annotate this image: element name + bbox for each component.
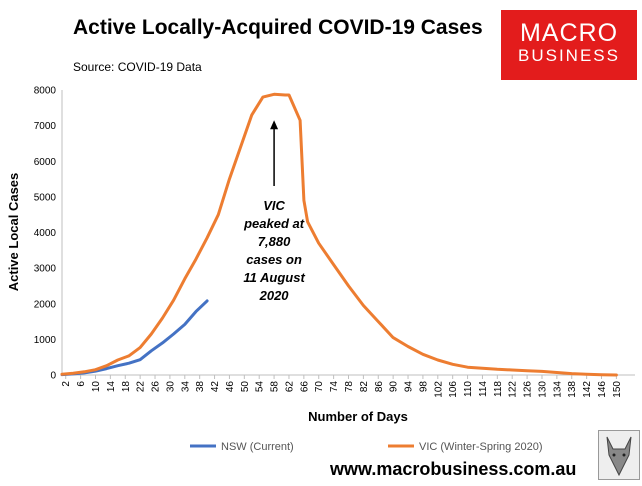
x-tick-label: 14	[106, 381, 117, 393]
x-tick-label: 62	[284, 381, 295, 393]
x-tick-label: 58	[270, 381, 281, 393]
x-tick-label: 102	[433, 381, 444, 398]
x-tick-label: 10	[91, 381, 102, 393]
x-tick-label: 106	[448, 381, 459, 398]
x-axis-ticks: 2 6 10 14 18 22 26 30 34 38 42 46 50 54 58 62 66 70 74 78 82…	[61, 375, 623, 398]
y-tick-label: 3000	[34, 264, 57, 275]
annotation-text-line: peaked at	[243, 216, 305, 231]
chart-axes	[61, 90, 635, 376]
annotation-text-line: 7,880	[258, 234, 291, 249]
x-tick-label: 138	[567, 381, 578, 398]
chart-series	[60, 92, 618, 377]
logo-line1: MACRO	[519, 19, 619, 47]
legend-label: VIC (Winter-Spring 2020)	[419, 441, 543, 453]
x-tick-label: 86	[374, 381, 385, 393]
annotation-text-line: VIC	[263, 198, 285, 213]
annotation-text-line: cases on	[246, 252, 302, 267]
x-tick-label: 22	[136, 381, 147, 393]
y-tick-label: 1000	[34, 335, 57, 346]
x-tick-label: 66	[299, 381, 310, 393]
annotation-arrow-head	[270, 120, 279, 130]
y-axis-title: Active Local Cases	[6, 173, 21, 292]
x-tick-label: 46	[225, 381, 236, 393]
macrobusiness-logo: MACRO BUSINESS	[501, 10, 637, 80]
x-tick-label: 2	[61, 381, 72, 387]
x-tick-label: 146	[597, 381, 608, 398]
x-tick-label: 54	[255, 381, 266, 393]
y-tick-label: 0	[50, 371, 56, 382]
x-tick-label: 74	[329, 381, 340, 393]
chart-title: Active Locally-Acquired COVID-19 Cases	[73, 16, 483, 39]
x-tick-label: 118	[493, 381, 504, 397]
x-tick-label: 150	[612, 381, 623, 398]
x-tick-label: 26	[151, 381, 162, 393]
x-tick-label: 142	[582, 381, 593, 398]
website-url[interactable]: www.macrobusiness.com.au	[330, 459, 577, 479]
x-tick-label: 6	[76, 381, 87, 387]
x-tick-label: 114	[478, 381, 489, 397]
chart-legend: NSW (Current) VIC (Winter-Spring 2020)	[190, 441, 543, 453]
wolf-icon	[606, 436, 632, 477]
x-tick-label: 94	[404, 381, 415, 393]
annotation-text-line: 11 August	[243, 270, 305, 285]
y-tick-label: 5000	[34, 192, 57, 203]
wolf-logo-image	[598, 430, 640, 480]
peak-annotation: VIC peaked at 7,880 cases on 11 August 2020	[243, 120, 305, 303]
annotation-text-line: 2020	[259, 288, 290, 303]
y-tick-label: 7000	[34, 121, 57, 132]
x-tick-label: 34	[180, 381, 191, 393]
y-tick-label: 2000	[34, 299, 57, 310]
y-axis-ticks: 0 1000 2000 3000 4000 5000 6000 7000 8000	[34, 86, 57, 382]
x-tick-label: 110	[463, 381, 474, 397]
x-tick-label: 130	[537, 381, 548, 398]
x-tick-label: 42	[210, 381, 221, 393]
x-tick-label: 122	[508, 381, 519, 398]
x-tick-label: 98	[418, 381, 429, 393]
x-tick-label: 70	[314, 381, 325, 393]
x-tick-label: 90	[389, 381, 400, 393]
logo-line2: BUSINESS	[518, 46, 620, 65]
y-tick-label: 6000	[34, 157, 57, 168]
y-tick-label: 8000	[34, 86, 57, 97]
x-tick-label: 126	[523, 381, 534, 398]
x-tick-label: 18	[121, 381, 132, 393]
x-tick-label: 82	[359, 381, 370, 393]
x-axis-title: Number of Days	[308, 409, 408, 424]
x-tick-label: 78	[344, 381, 355, 393]
vic-series-line	[60, 92, 618, 377]
nsw-series-line	[60, 299, 209, 377]
x-tick-label: 50	[240, 381, 251, 393]
x-tick-label: 134	[552, 381, 563, 398]
x-tick-label: 38	[195, 381, 206, 393]
y-tick-label: 4000	[34, 228, 57, 239]
x-tick-label: 30	[165, 381, 176, 393]
legend-label: NSW (Current)	[221, 441, 294, 453]
chart-source: Source: COVID-19 Data	[73, 60, 202, 74]
